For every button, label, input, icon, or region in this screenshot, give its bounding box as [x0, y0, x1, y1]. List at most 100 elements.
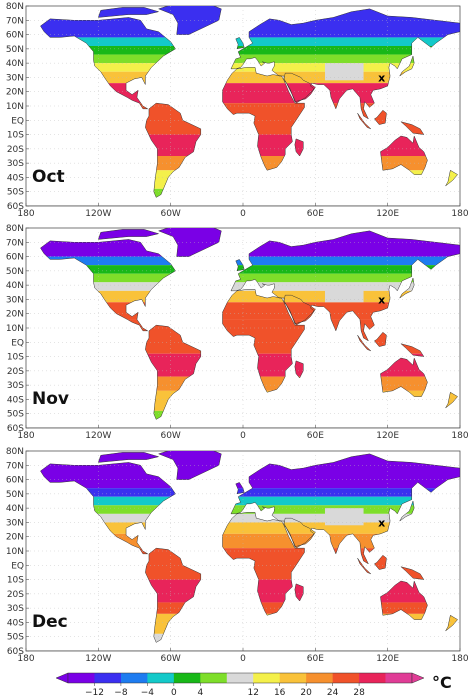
month-label: Nov [32, 389, 69, 409]
lat-tick-label: 70N [6, 461, 24, 471]
lat-tick-label: 60N [6, 253, 24, 263]
lat-tick-label: 30S [7, 381, 24, 391]
coastline [399, 55, 415, 77]
coastline [357, 112, 371, 130]
location-marker: x [378, 71, 385, 84]
coastline [294, 360, 304, 379]
coastline [445, 391, 458, 409]
coastline [283, 517, 316, 548]
lat-tick-label: 60S [7, 202, 24, 212]
colorbar-unit: °C [432, 673, 452, 692]
colorbar-swatch [385, 673, 413, 683]
lat-tick-label: 10S [7, 353, 24, 363]
lat-tick-label: 10S [7, 131, 24, 141]
colorbar-tick-label: 0 [171, 688, 177, 698]
coastline [222, 512, 305, 616]
colorbar-tick-label: −12 [85, 688, 104, 698]
lon-tick-label: 60E [307, 431, 324, 441]
tibetan-plateau-cold [324, 285, 364, 303]
lat-tick-label: 80N [6, 447, 24, 457]
coastline [235, 482, 245, 495]
lat-tick-label: 60N [6, 476, 24, 486]
lon-tick-label: 180 [17, 209, 34, 219]
colorbar-tick-label: −8 [114, 688, 128, 698]
month-label: Oct [32, 167, 65, 187]
lon-tick-label: 0 [240, 654, 246, 664]
coastline [294, 138, 304, 157]
lat-tick-label: 30N [6, 518, 24, 528]
lat-tick-label: 40S [7, 395, 24, 405]
colorbar-swatch [306, 673, 333, 683]
lon-tick-label: 120E [376, 654, 399, 664]
coastline [445, 169, 458, 187]
lon-tick-label: 180 [451, 654, 468, 664]
lat-tick-label: 10N [6, 102, 24, 112]
lat-tick-label: 20N [6, 533, 24, 543]
lat-tick-label: 60N [6, 31, 24, 41]
colorbar-tick-label: 12 [248, 688, 259, 698]
lat-tick-label: 20S [7, 145, 24, 155]
lon-tick-label: 180 [17, 431, 34, 441]
coastline [357, 334, 371, 352]
colorbar-swatch [279, 673, 307, 683]
coastline [283, 294, 316, 325]
coastline [380, 357, 428, 397]
coastline [97, 229, 160, 240]
colorbar-tick-label: 16 [274, 688, 286, 698]
colorbar-low-arrow [55, 672, 69, 684]
lat-tick-label: 80N [6, 2, 24, 12]
lat-tick-label: 60S [7, 424, 24, 434]
coastline [97, 452, 160, 463]
coastline [40, 462, 176, 555]
colorbar-swatch [332, 673, 360, 683]
colorbar-tick-label: 20 [300, 688, 312, 698]
colorbar-tick-label: 4 [197, 688, 203, 698]
lon-tick-label: 120E [376, 209, 399, 219]
lon-tick-label: 120E [376, 431, 399, 441]
lat-tick-label: 50S [7, 410, 24, 420]
coastline [294, 583, 304, 602]
colorbar-swatch [147, 673, 175, 683]
lon-tick-label: 180 [451, 431, 468, 441]
coastline [235, 37, 245, 50]
lon-tick-label: 60W [160, 654, 180, 664]
lat-tick-label: 60S [7, 647, 24, 657]
colorbar-swatch [359, 673, 386, 683]
coastline [283, 72, 316, 103]
map-panel-dec: 80N 70N 60N 50N 40N 30N 20N 10N EQ 10S 20S 30S 40S 50… [6, 447, 469, 664]
lon-tick-label: 60W [160, 431, 180, 441]
coastline [157, 451, 222, 480]
lat-tick-label: 70N [6, 238, 24, 248]
colorbar-swatch [200, 673, 228, 683]
lon-tick-label: 0 [240, 209, 246, 219]
coastline [40, 239, 176, 332]
lat-tick-label: 30N [6, 73, 24, 83]
lat-tick-label: 50N [6, 490, 24, 500]
coastline [400, 343, 425, 357]
lat-tick-label: 10S [7, 576, 24, 586]
colorbar-tick-label: −4 [141, 688, 155, 698]
coastline [157, 228, 222, 257]
coastline [400, 566, 425, 580]
colorbar-swatch [68, 673, 95, 683]
temperature-band [26, 496, 460, 506]
temperature-band [26, 273, 460, 283]
coastline [380, 135, 428, 175]
coastline [357, 557, 371, 575]
lon-tick-label: 60E [307, 209, 324, 219]
lat-tick-label: 50S [7, 188, 24, 198]
map-panel-oct: 80N 70N 60N 50N 40N 30N 20N 10N EQ 10S 20S 30S 40S 50… [6, 2, 469, 219]
coastline [40, 17, 176, 110]
lat-tick-label: 50N [6, 267, 24, 277]
lat-tick-label: 80N [6, 224, 24, 234]
lat-tick-label: 20S [7, 367, 24, 377]
lat-tick-label: 40S [7, 618, 24, 628]
coastline [400, 121, 425, 135]
location-marker: x [378, 293, 385, 306]
colorbar-swatch [94, 673, 122, 683]
lat-tick-label: 10N [6, 547, 24, 557]
lat-tick-label: 10N [6, 324, 24, 334]
coastline [374, 331, 387, 347]
lat-tick-label: 20N [6, 310, 24, 320]
location-marker: x [378, 516, 385, 529]
